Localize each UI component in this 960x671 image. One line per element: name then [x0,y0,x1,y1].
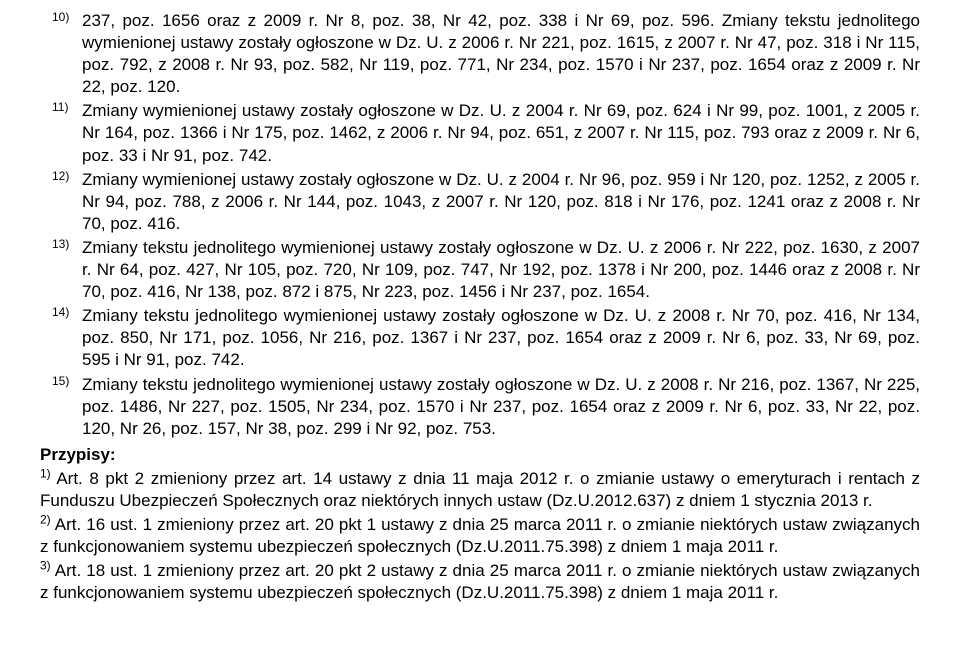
footnote-text: Zmiany tekstu jednolitego wymienionej us… [82,238,920,301]
footnote-marker: 14) [52,305,69,321]
przypis-text: Art. 8 pkt 2 zmieniony przez art. 14 ust… [40,469,920,510]
footnote-marker: 13) [52,237,69,253]
przypisy-block: 1) Art. 8 pkt 2 zmieniony przez art. 14 … [40,468,920,605]
footnote-14: 14) Zmiany tekstu jednolitego wymienione… [40,305,920,371]
przypis-2: 2) Art. 16 ust. 1 zmieniony przez art. 2… [40,514,920,558]
przypis-text: Art. 18 ust. 1 zmieniony przez art. 20 p… [40,561,920,602]
przypisy-header: Przypisy: [40,444,920,466]
footnote-marker: 15) [52,374,69,390]
przypis-3: 3) Art. 18 ust. 1 zmieniony przez art. 2… [40,560,920,604]
przypis-1: 1) Art. 8 pkt 2 zmieniony przez art. 14 … [40,468,920,512]
footnotes-block: 10) 237, poz. 1656 oraz z 2009 r. Nr 8, … [40,10,920,440]
footnote-text: 237, poz. 1656 oraz z 2009 r. Nr 8, poz.… [82,11,920,96]
przypis-marker: 1) [40,466,51,480]
footnote-marker: 10) [52,10,69,26]
przypis-marker: 3) [40,559,51,573]
footnote-10: 10) 237, poz. 1656 oraz z 2009 r. Nr 8, … [40,10,920,98]
footnote-marker: 12) [52,169,69,185]
footnote-13: 13) Zmiany tekstu jednolitego wymienione… [40,237,920,303]
footnote-12: 12) Zmiany wymienionej ustawy zostały og… [40,169,920,235]
footnote-text: Zmiany wymienionej ustawy zostały ogłosz… [82,101,920,164]
footnote-text: Zmiany wymienionej ustawy zostały ogłosz… [82,170,920,233]
footnote-marker: 11) [52,100,68,116]
przypis-marker: 2) [40,512,51,526]
footnote-15: 15) Zmiany tekstu jednolitego wymienione… [40,374,920,440]
footnote-11: 11) Zmiany wymienionej ustawy zostały og… [40,100,920,166]
przypis-text: Art. 16 ust. 1 zmieniony przez art. 20 p… [40,515,920,556]
footnote-text: Zmiany tekstu jednolitego wymienionej us… [82,375,920,438]
footnote-text: Zmiany tekstu jednolitego wymienionej us… [82,306,920,369]
